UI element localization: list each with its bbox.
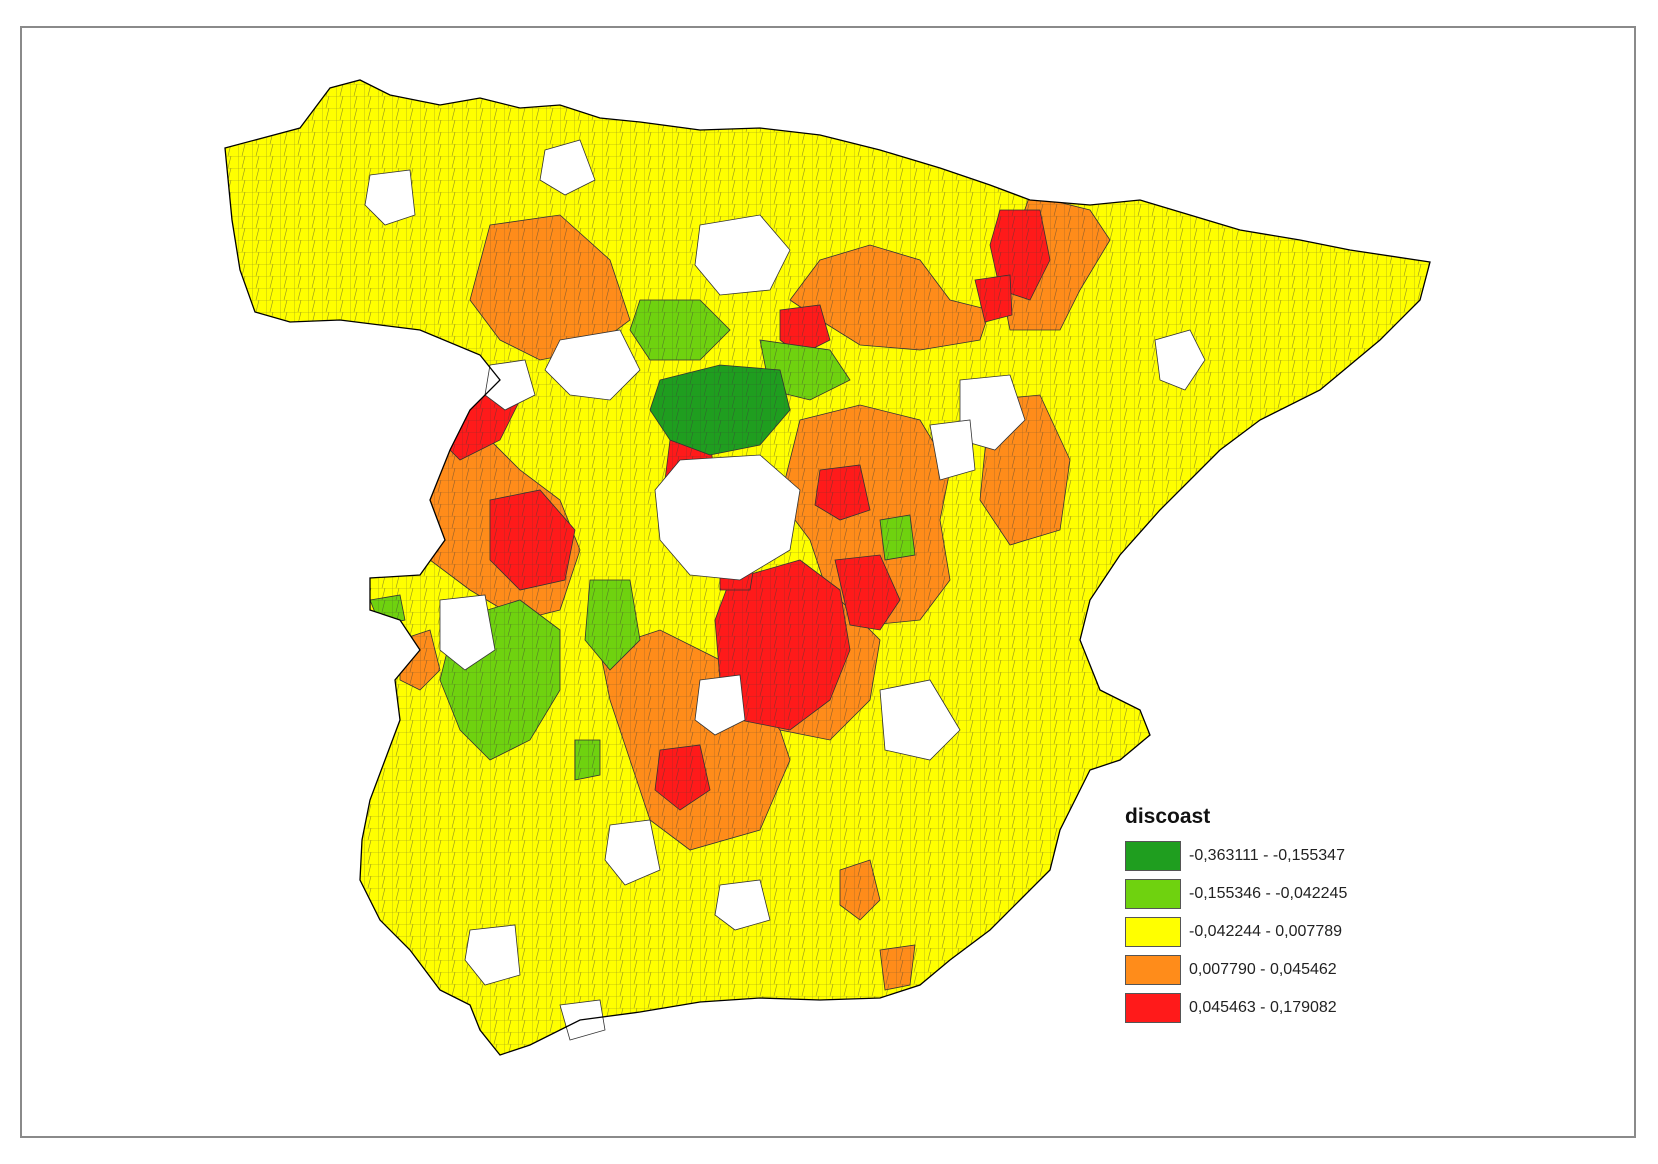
coastline xyxy=(224,79,1431,1056)
legend-label: 0,045463 - 0,179082 xyxy=(1189,999,1337,1016)
no-data-area xyxy=(1154,329,1206,391)
legend-swatch xyxy=(1125,993,1181,1023)
legend-item: -0,155346 - -0,042245 xyxy=(1125,875,1425,913)
legend-item: -0,042244 - 0,007789 xyxy=(1125,913,1425,951)
no-data-area xyxy=(879,679,961,761)
no-data-areas xyxy=(364,139,1206,1041)
no-data-area xyxy=(364,169,416,226)
no-data-area xyxy=(544,329,641,401)
no-data-area xyxy=(694,674,746,736)
no-data-area xyxy=(484,359,536,411)
legend-item: 0,007790 - 0,045462 xyxy=(1125,951,1425,989)
no-data-area xyxy=(654,454,801,581)
no-data-area xyxy=(439,594,496,671)
no-data-area xyxy=(714,879,771,931)
legend-swatch xyxy=(1125,917,1181,947)
legend-swatch xyxy=(1125,841,1181,871)
legend-label: -0,155346 - -0,042245 xyxy=(1189,885,1348,902)
legend-label: -0,363111 - -0,155347 xyxy=(1189,847,1345,864)
no-data-area xyxy=(604,819,661,886)
legend-item: -0,363111 - -0,155347 xyxy=(1125,837,1425,875)
no-data-area xyxy=(464,924,521,986)
legend-swatch xyxy=(1125,955,1181,985)
no-data-area xyxy=(694,214,791,296)
legend-swatch xyxy=(1125,879,1181,909)
legend-item: 0,045463 - 0,179082 xyxy=(1125,989,1425,1027)
no-data-area xyxy=(929,419,976,481)
legend-title: discoast xyxy=(1125,805,1211,828)
legend-label: 0,007790 - 0,045462 xyxy=(1189,961,1337,978)
no-data-area xyxy=(539,139,596,196)
legend: discoast -0,363111 - -0,155347 -0,155346… xyxy=(1125,805,1425,1027)
legend-label: -0,042244 - 0,007789 xyxy=(1189,923,1343,940)
